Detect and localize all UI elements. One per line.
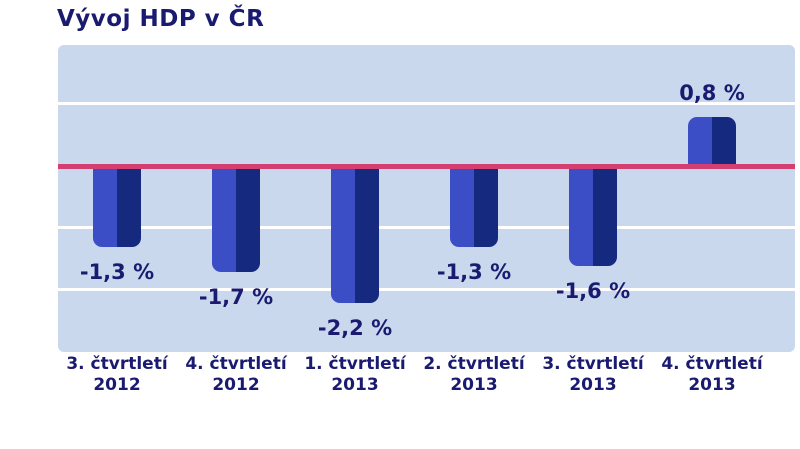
x-axis-label-2: 4. čtvrtletí 2012: [161, 354, 311, 396]
bar-5: [569, 166, 617, 266]
bar-value-label-5: -1,6 %: [555, 278, 631, 303]
x-axis-label-year: 2013: [688, 375, 736, 395]
x-axis-label-year: 2012: [93, 375, 141, 395]
bar-4: [450, 166, 498, 248]
x-axis-label-year: 2013: [331, 375, 379, 395]
x-axis-label-6: 4. čtvrtletí 2013: [637, 354, 787, 396]
bar-1: [93, 166, 141, 248]
x-axis-label-quarter: 3. čtvrtletí: [542, 354, 644, 374]
bar-value-label-2: -1,7 %: [198, 284, 274, 309]
x-axis-label-1: 3. čtvrtletí 2012: [42, 354, 192, 396]
bar-6: [688, 116, 736, 167]
bar-2: [212, 166, 260, 272]
x-axis-label-4: 2. čtvrtletí 2013: [399, 354, 549, 396]
bar-value-label-6: 0,8 %: [679, 80, 745, 105]
gridline-minus1pct: [58, 226, 795, 229]
gridline-minus2pct: [58, 288, 795, 291]
x-axis-label-year: 2013: [450, 375, 498, 395]
x-axis-label-quarter: 1. čtvrtletí: [304, 354, 406, 374]
chart-title: Vývoj HDP v ČR: [57, 6, 265, 32]
x-axis-label-quarter: 3. čtvrtletí: [66, 354, 168, 374]
x-axis-label-3: 1. čtvrtletí 2013: [280, 354, 430, 396]
x-axis-label-year: 2012: [212, 375, 260, 395]
x-axis-label-quarter: 4. čtvrtletí: [185, 354, 287, 374]
x-axis-label-quarter: 2. čtvrtletí: [423, 354, 525, 374]
x-axis-label-quarter: 4. čtvrtletí: [661, 354, 763, 374]
x-axis-label-5: 3. čtvrtletí 2013: [518, 354, 668, 396]
zero-axis-line: [58, 164, 795, 169]
x-axis-label-year: 2013: [569, 375, 617, 395]
bar-value-label-3: -2,2 %: [317, 315, 393, 340]
gridline-plus1pct: [58, 102, 795, 105]
bar-3: [331, 166, 379, 303]
bar-value-label-4: -1,3 %: [436, 260, 512, 285]
plot-area: -1,3 % -1,7 % -2,2 % -1,3 % -1,6 % 0,8 %: [58, 45, 795, 352]
bar-value-label-1: -1,3 %: [79, 260, 155, 285]
